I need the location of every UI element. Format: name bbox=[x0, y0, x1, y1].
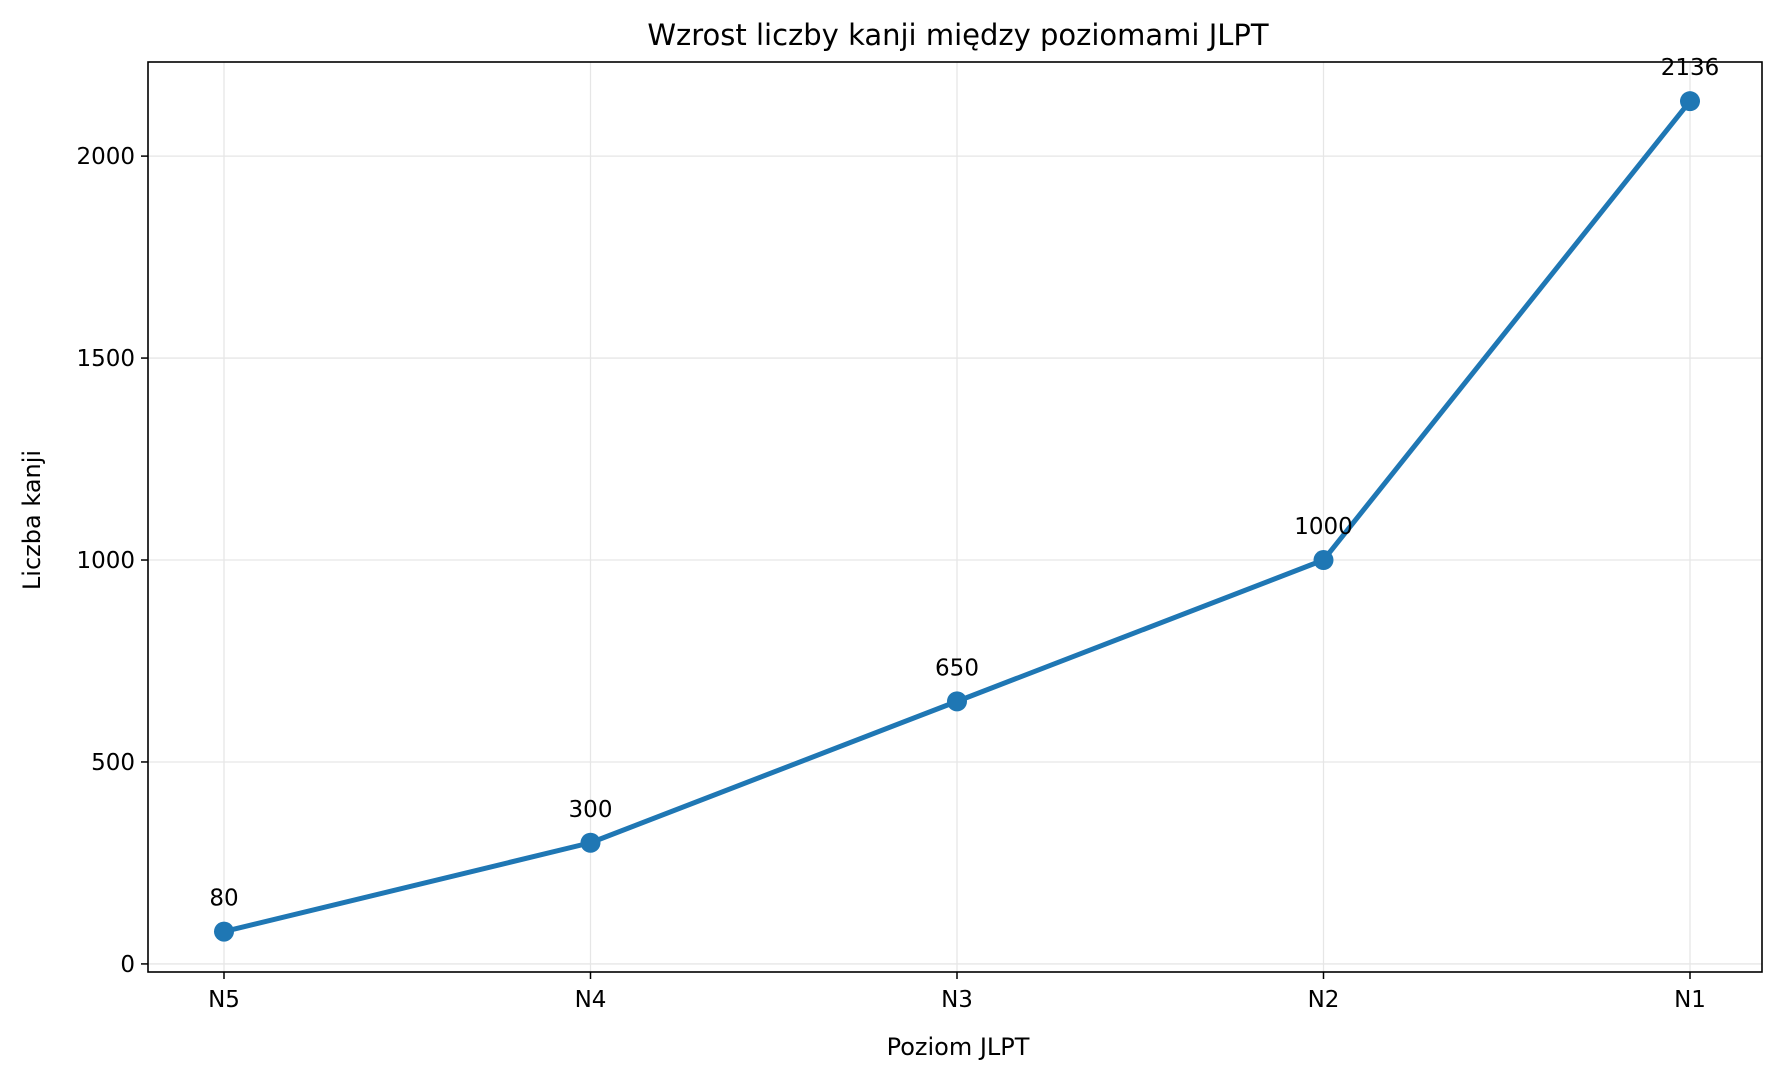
data-point bbox=[1680, 91, 1700, 112]
data-point bbox=[214, 921, 234, 942]
y-axis-label: Liczba kanji bbox=[18, 450, 46, 590]
y-axis-ticks: 0 500 1000 1500 2000 bbox=[76, 144, 148, 978]
y-tick-label: 1500 bbox=[76, 346, 135, 372]
series-layer bbox=[214, 91, 1700, 942]
data-label: 80 bbox=[209, 886, 238, 912]
x-tick-label: N1 bbox=[1674, 987, 1706, 1013]
y-tick-label: 500 bbox=[91, 750, 135, 776]
data-label-layer: 80 300 650 1000 2136 bbox=[209, 55, 1719, 911]
y-tick-label: 0 bbox=[120, 952, 135, 978]
chart-title: Wzrost liczby kanji między poziomami JLP… bbox=[647, 18, 1269, 52]
data-label: 2136 bbox=[1661, 55, 1720, 81]
data-label: 1000 bbox=[1294, 514, 1353, 540]
data-point bbox=[580, 832, 601, 853]
y-tick-label: 2000 bbox=[76, 144, 135, 170]
grid-layer bbox=[148, 62, 1762, 972]
x-axis-ticks: N5 N4 N3 N2 N1 bbox=[208, 972, 1706, 1013]
data-point bbox=[1313, 550, 1334, 571]
data-label: 300 bbox=[569, 797, 613, 823]
x-tick-label: N2 bbox=[1308, 987, 1340, 1013]
plot-frame bbox=[147, 61, 1763, 973]
x-tick-label: N4 bbox=[575, 987, 607, 1013]
y-tick-label: 1000 bbox=[76, 548, 135, 574]
x-tick-label: N5 bbox=[208, 987, 240, 1013]
data-point bbox=[947, 691, 967, 712]
x-axis-label: Poziom JLPT bbox=[887, 1033, 1030, 1061]
data-label: 650 bbox=[935, 655, 979, 681]
x-tick-label: N3 bbox=[941, 987, 973, 1013]
